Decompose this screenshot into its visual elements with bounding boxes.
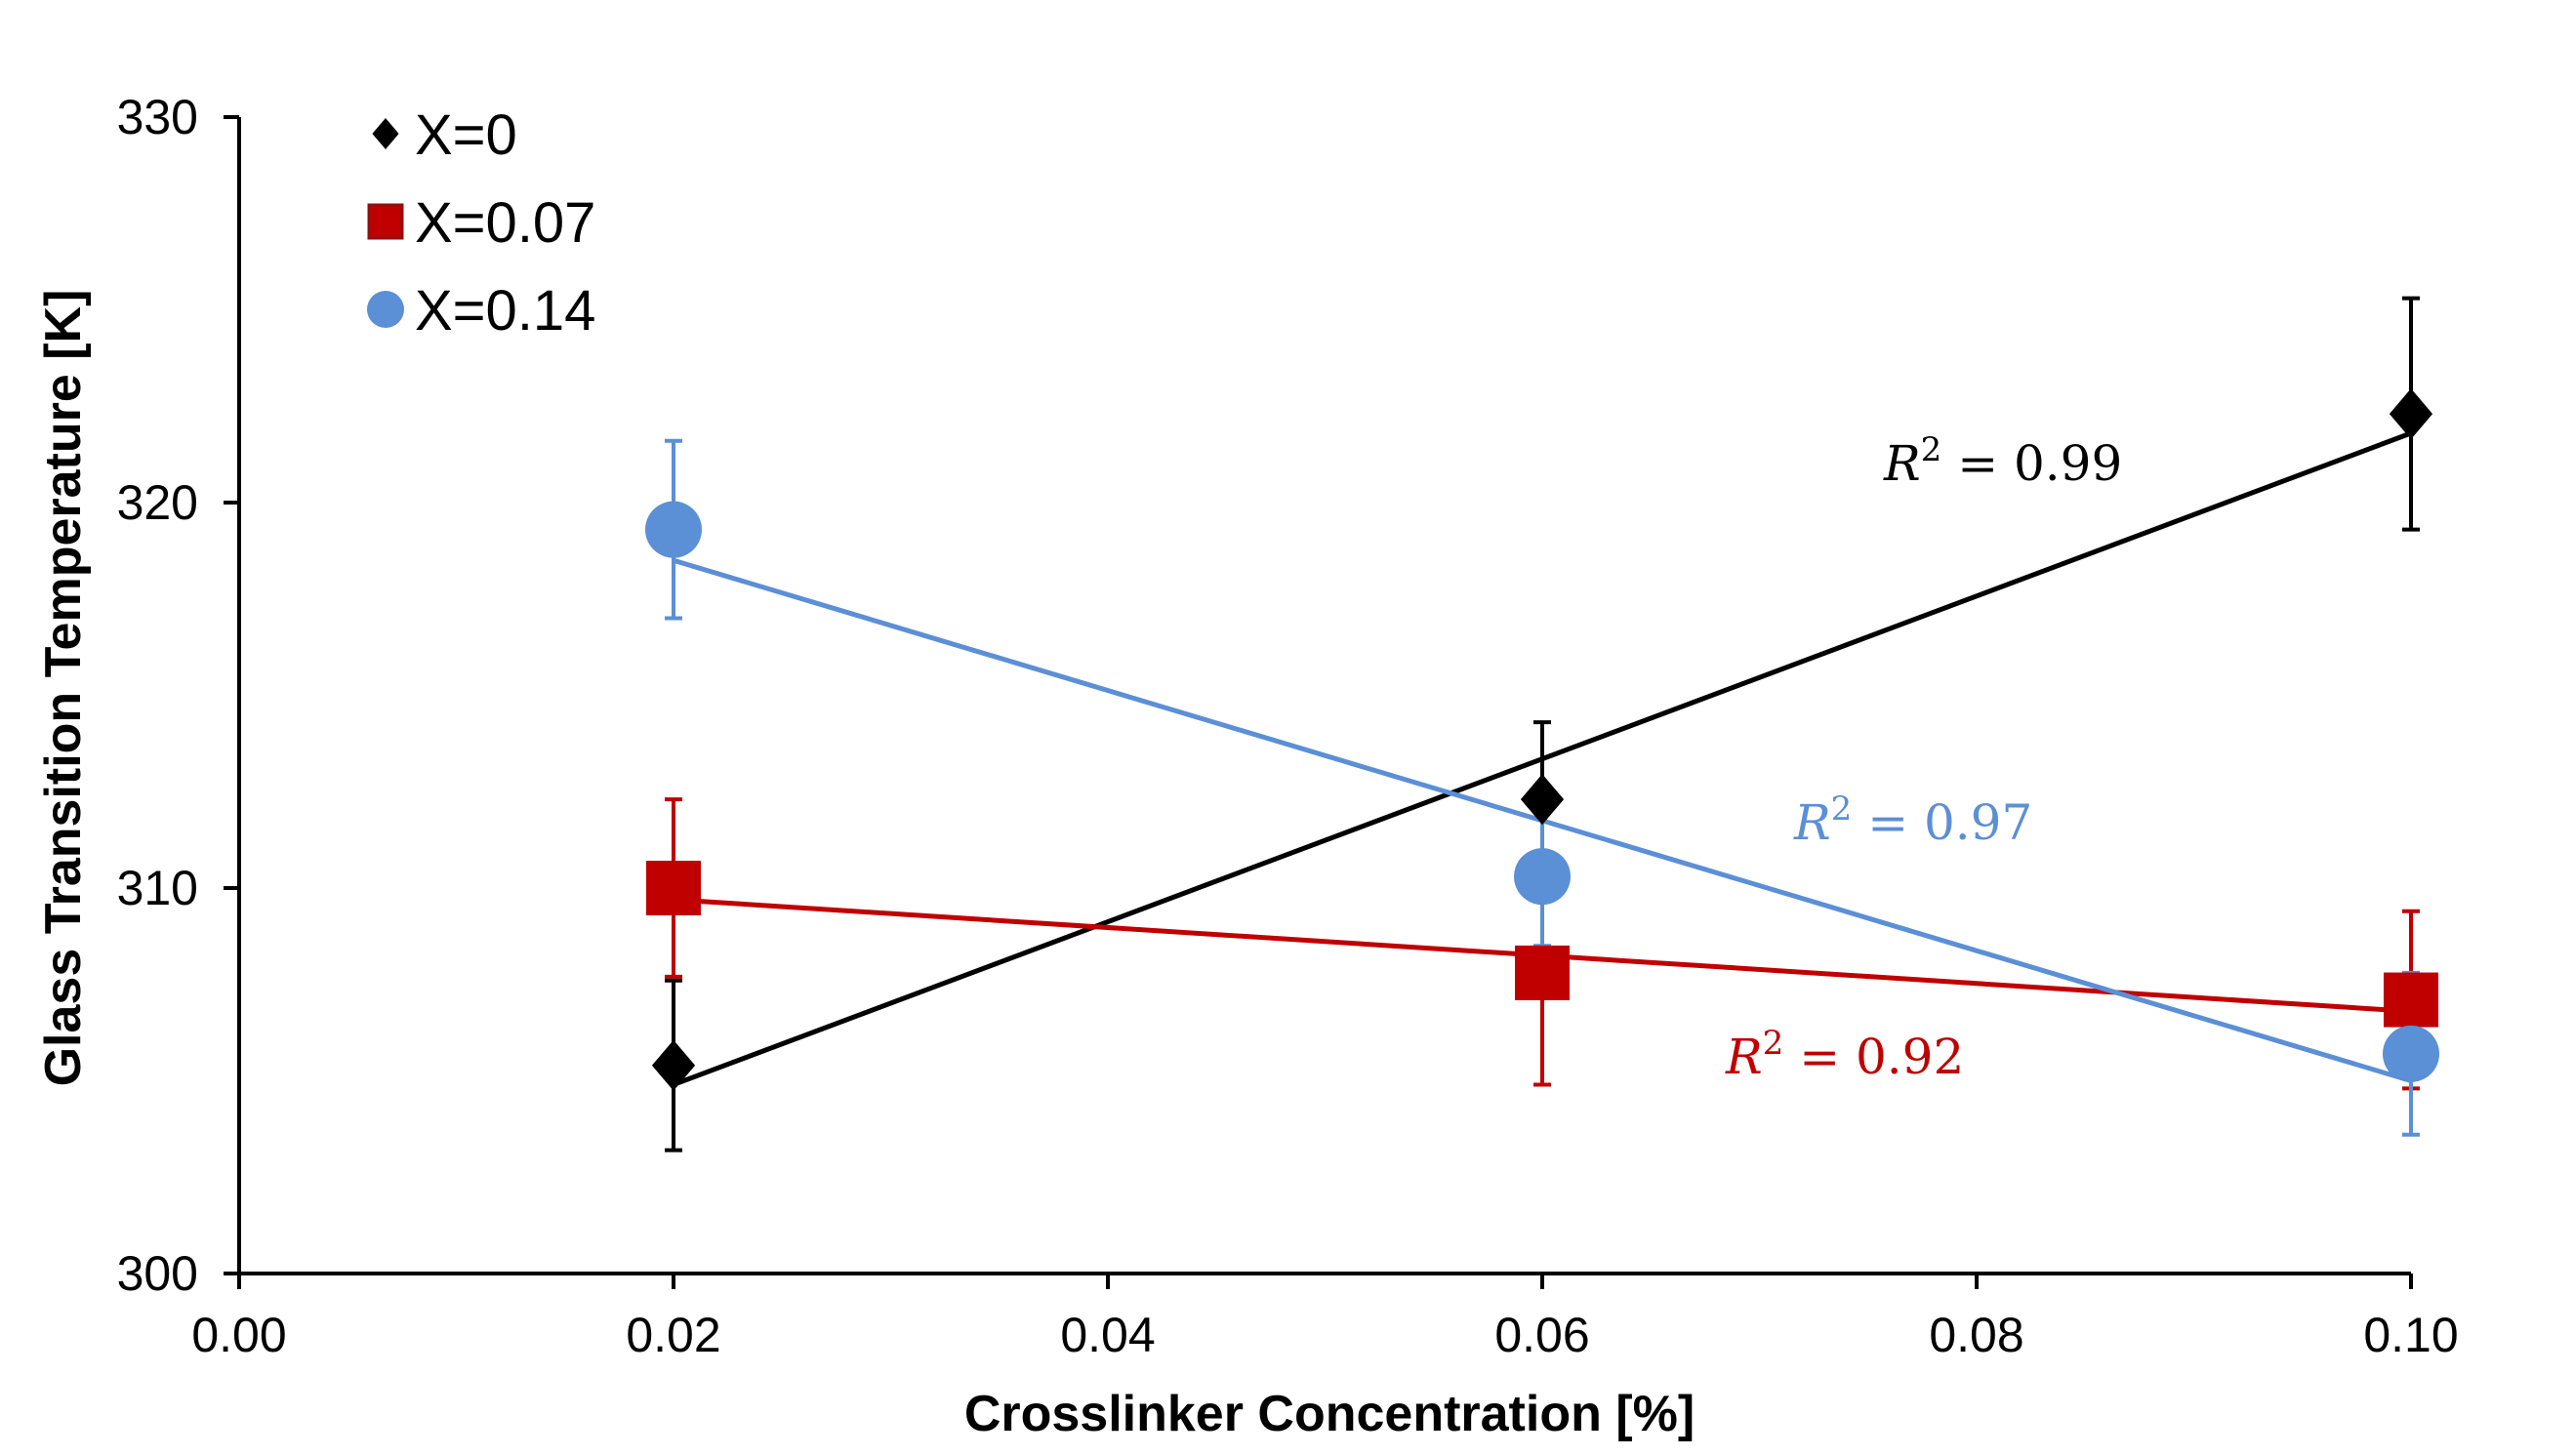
x-axis-title: Crosslinker Concentration [%]: [964, 1386, 1695, 1442]
y-tick-label: 310: [117, 861, 198, 915]
r2-annotations: R2 = 0.99 R2 = 0.92 R2 = 0.97: [1725, 430, 2122, 1085]
y-tick-label: 330: [117, 90, 198, 144]
y-axis-title: Glass Transition Temperature [K]: [35, 290, 92, 1087]
legend-marker: [372, 118, 399, 149]
legend-marker: [367, 291, 404, 328]
data-point: [2384, 972, 2438, 1028]
legend-marker: [367, 203, 404, 240]
x-tick-label: 0.02: [626, 1308, 720, 1362]
r2-label: R2 = 0.99: [1883, 430, 2122, 492]
data-point: [2383, 1025, 2439, 1082]
data-point: [1520, 774, 1565, 826]
data-point: [646, 861, 701, 915]
data-point: [2389, 388, 2433, 440]
data-point: [1514, 848, 1571, 906]
legend-label: X=0.07: [415, 191, 595, 255]
x-tick-label: 0.10: [2363, 1308, 2458, 1362]
r2-label: R2 = 0.92: [1725, 1024, 1964, 1085]
x-tick-label: 0.04: [1060, 1308, 1155, 1362]
x-tick-label: 0.06: [1494, 1308, 1589, 1362]
legend: X=0 X=0.07 X=0.14: [367, 103, 595, 343]
y-tick-label: 320: [117, 475, 198, 530]
r2-label: R2 = 0.97: [1793, 789, 2032, 851]
x-tick-label: 0.00: [191, 1308, 286, 1362]
legend-label: X=0.14: [415, 279, 595, 343]
legend-label: X=0: [415, 103, 517, 167]
data-point: [645, 501, 702, 558]
axes: 0.00 0.02 0.04 0.06 0.08 0.10 300 310 320 330: [117, 90, 2459, 1362]
x-tick-label: 0.08: [1929, 1308, 2023, 1362]
data-point: [1515, 945, 1570, 1000]
data-point: [651, 1039, 696, 1091]
y-tick-label: 300: [117, 1246, 198, 1301]
data-points: [645, 388, 2439, 1091]
